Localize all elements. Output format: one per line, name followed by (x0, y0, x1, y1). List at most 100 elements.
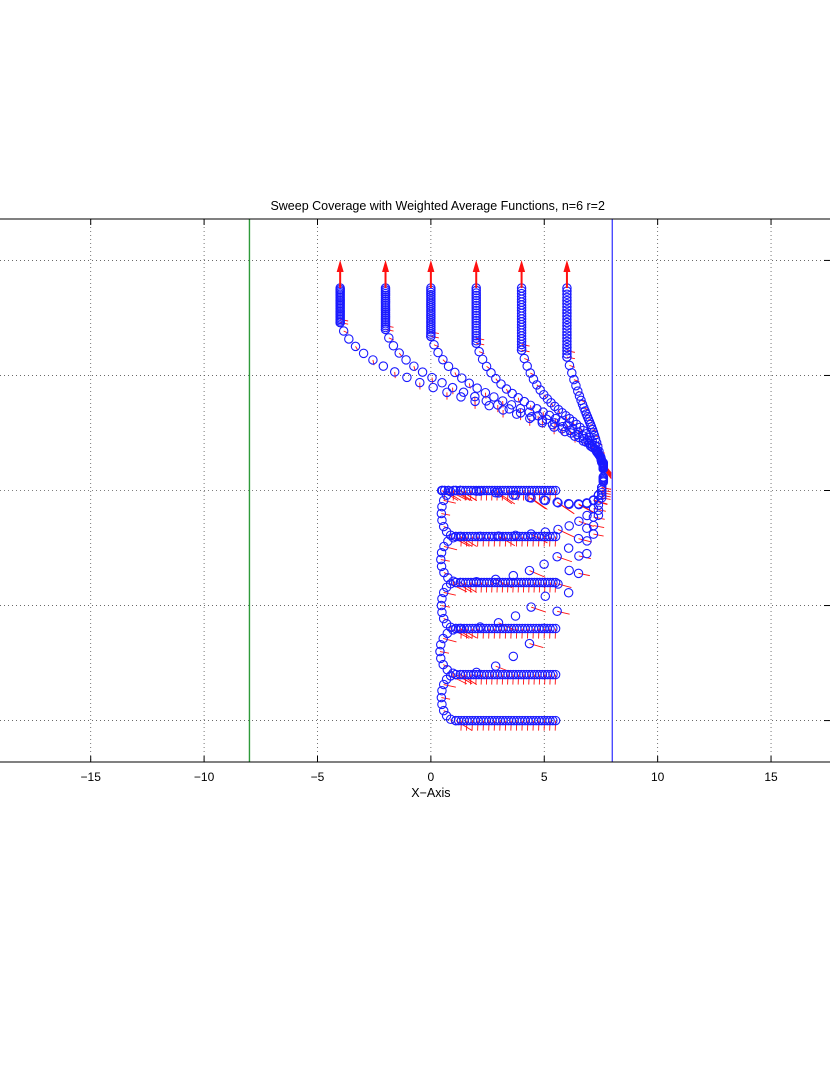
trajectory-point (438, 679, 449, 690)
heading-arrow (578, 503, 596, 514)
trajectory-point (524, 638, 535, 649)
trajectory-point (448, 576, 459, 586)
final-heading-arrowhead (382, 260, 390, 273)
trajectory-point (437, 686, 447, 696)
heading-arrow (460, 582, 477, 593)
trajectory-point (550, 418, 560, 428)
trajectory-point (441, 526, 452, 537)
trajectory-point (571, 419, 582, 430)
trajectory-point (497, 396, 508, 406)
trajectory-point (441, 619, 452, 629)
trajectory-point (445, 579, 456, 589)
trajectory-point (451, 715, 461, 726)
trajectory-point (384, 333, 394, 343)
trajectory-point (451, 485, 461, 496)
trajectory-point (562, 295, 572, 306)
trajectory-point (455, 577, 466, 588)
trajectory-point (562, 311, 572, 322)
trajectory-point (448, 625, 458, 635)
trajectory-point (574, 391, 585, 401)
final-heading-arrowhead (518, 260, 526, 273)
heading-arrow (453, 537, 470, 547)
trajectory-point (417, 367, 428, 377)
trajectory-point (436, 547, 447, 558)
trajectory-point (475, 486, 485, 496)
trajectory-point (389, 367, 400, 377)
trajectory-point (475, 531, 485, 542)
trajectory-point (436, 639, 446, 650)
trajectory-point (437, 501, 447, 512)
trajectory-point (553, 579, 563, 589)
heading-arrow (529, 643, 544, 649)
trajectory-point (470, 396, 480, 407)
trajectory-point (415, 377, 425, 388)
trajectory-point (460, 577, 471, 588)
trajectory-point (451, 669, 461, 680)
trajectory-point (493, 488, 504, 498)
trajectory-point (562, 289, 572, 300)
trajectory-point (510, 530, 521, 541)
heading-arrow (460, 674, 477, 685)
trajectory-point (438, 705, 449, 716)
trajectory-point (578, 425, 588, 436)
trajectory-point (539, 495, 549, 505)
final-heading-arrowhead (472, 260, 480, 273)
trajectory-point (516, 288, 527, 299)
trajectory-point (491, 373, 501, 384)
heading-arrow (569, 364, 576, 368)
trajectory-point (427, 372, 437, 383)
trajectory-point (445, 671, 456, 681)
trajectory-point (571, 380, 581, 391)
trajectory-point (513, 392, 523, 403)
grid-layer (0, 219, 830, 762)
trajectory-point (394, 348, 404, 358)
trajectory-point (574, 432, 584, 443)
trajectory-point (540, 527, 551, 537)
x-tick-labels: −15 −10 −5 0 5 10 15 (81, 770, 779, 784)
trajectory-point (573, 568, 584, 579)
trajectory-point (471, 310, 481, 321)
trajectory-point (519, 353, 530, 364)
heading-arrow (556, 501, 574, 514)
trajectory-point (458, 485, 468, 496)
heading-arrow (529, 497, 547, 510)
trajectory-point (526, 602, 536, 612)
trajectory-point (471, 330, 481, 341)
trajectory-point (436, 692, 447, 703)
trajectory-point (596, 493, 607, 503)
trajectory-point (562, 302, 572, 312)
trajectory-point (338, 326, 349, 336)
trajectory-point (493, 531, 504, 541)
trajectory-point (596, 490, 607, 500)
trajectory-point (471, 295, 481, 306)
trajectory-point (560, 426, 570, 437)
trajectory-point (535, 385, 545, 395)
trajectory-point (436, 508, 447, 519)
trajectory-point (443, 536, 453, 547)
trajectory-point (591, 437, 602, 448)
heading-arrow (484, 392, 487, 399)
trajectory-point (563, 498, 574, 509)
heading-arrow (530, 606, 546, 613)
heading-arrow (443, 546, 458, 551)
boundary-layer (248, 219, 613, 762)
trajectory-point (456, 392, 466, 402)
heading-arrow (455, 628, 473, 639)
trajectory-point (524, 492, 535, 503)
x-tick-label: −5 (311, 770, 325, 784)
trajectory-point (564, 360, 575, 371)
trajectory-point (358, 348, 369, 359)
trajectory-point (481, 361, 492, 372)
trajectory-point (489, 392, 499, 402)
heading-arrow (443, 638, 457, 643)
trajectory-point (456, 715, 467, 726)
trajectory-point (428, 382, 438, 393)
trajectory-point (562, 292, 572, 303)
trajectory-point (493, 618, 504, 628)
trajectory-point (401, 355, 411, 365)
heading-arrow (455, 720, 473, 731)
trajectory-point (368, 355, 378, 365)
trajectory-point (439, 485, 450, 496)
trajectory-point (447, 382, 458, 393)
trajectory-point (577, 399, 588, 410)
